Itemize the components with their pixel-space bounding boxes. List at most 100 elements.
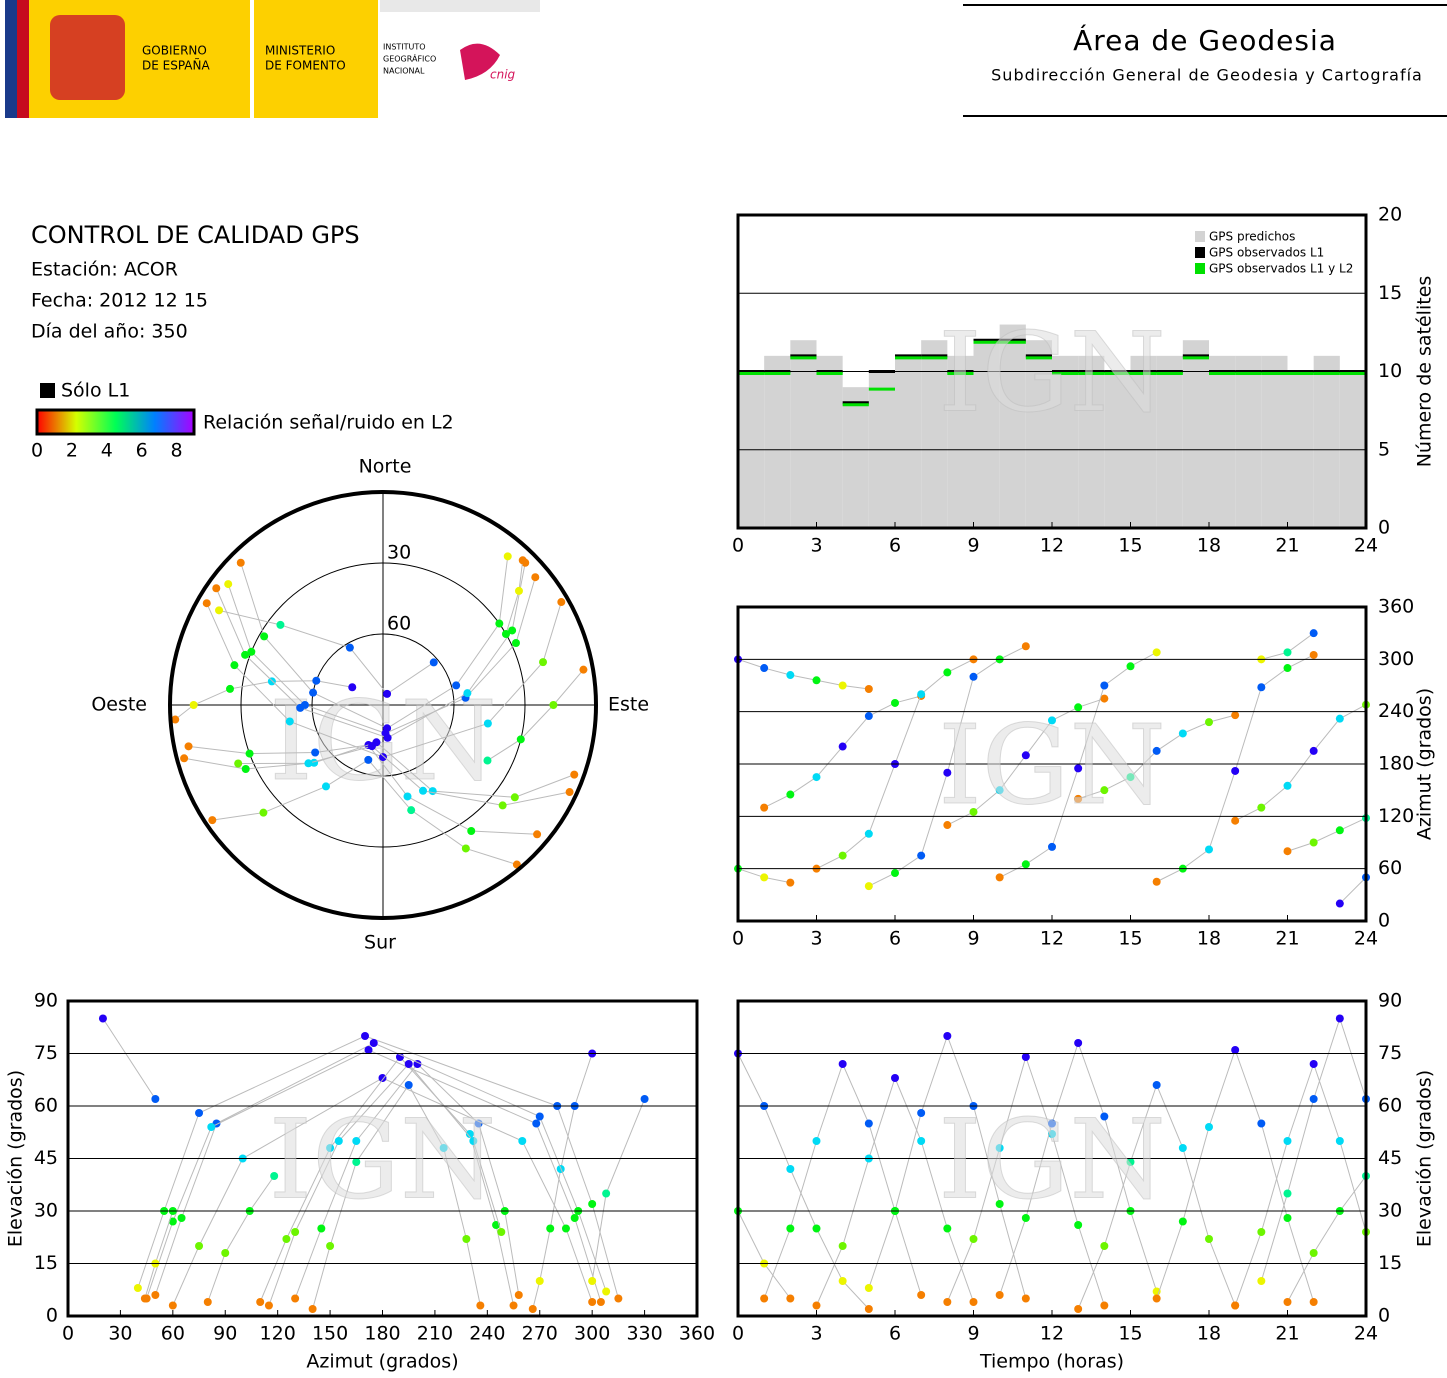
y-tick-label: 15 [1378,1252,1402,1274]
sky-point [557,598,566,607]
track-point [812,1137,821,1145]
sky-point [226,684,235,693]
bar [816,355,843,528]
sky-point [467,827,476,836]
track-point [561,1224,570,1233]
track-point [602,1189,611,1198]
x-tick-label: 60 [161,1323,185,1345]
y-tick-label: 60 [34,1095,58,1117]
track-point [203,1298,212,1306]
track-point [1231,1301,1240,1310]
sky-point [241,650,250,659]
sky-point [171,715,180,724]
track-point [1335,899,1344,908]
track-point [943,1224,952,1233]
y-tick-label: 0 [1378,910,1390,932]
x-tick-label: 270 [522,1323,558,1345]
track-point [917,690,926,699]
logo-text: NACIONAL [383,67,425,76]
track-point [760,664,769,673]
track-point [1100,1112,1109,1121]
y-axis-label: Azimut (grados) [1414,688,1436,840]
header-title: Área de Geodesia [1073,23,1337,57]
track-point [168,1301,177,1310]
track-point [812,773,821,782]
track-point [1074,764,1083,773]
sky-point [514,586,523,595]
track-point [1074,1305,1083,1313]
track [1287,817,1367,852]
x-tick-label: 0 [732,535,744,557]
x-tick-label: 120 [260,1323,296,1345]
x-tick-label: 6 [889,535,901,557]
bar [790,340,817,528]
y-tick-label: 5 [1378,438,1390,460]
watermark: IGN [938,701,1166,829]
sky-point [212,584,221,593]
track-point [1309,838,1318,847]
track-point [352,1158,361,1166]
sky-label: Sur [364,932,396,954]
x-tick-label: 0 [732,928,744,950]
x-tick-label: 15 [1118,1323,1142,1345]
track-point [404,1081,413,1089]
bar [1209,355,1236,528]
bar [1313,355,1340,528]
track-point [1048,716,1056,725]
bar [947,355,974,528]
track-point [969,807,978,816]
sky-point [276,620,285,629]
track-point [465,1130,474,1138]
track-point [943,1032,952,1040]
sky-point [419,786,428,795]
track-point [469,1137,478,1145]
track-point [1309,1298,1318,1306]
legend-label: GPS observados L1 y L2 [1209,262,1353,276]
track-point [596,1298,605,1306]
bar [1130,355,1157,528]
track-point [462,1235,471,1243]
x-tick-label: 18 [1197,1323,1221,1345]
legend-swatch [1195,231,1205,242]
track-point [588,1298,597,1306]
track-point [1021,1294,1030,1303]
sky-point [565,788,574,797]
flag-strip [5,0,17,118]
sky-point [345,643,354,652]
track-point [1231,711,1240,720]
sky-point [570,770,579,779]
x-tick-label: 12 [1040,928,1064,950]
track [268,1063,502,1306]
track-point [1178,729,1187,738]
sky-track [238,745,570,806]
track-point [640,1095,649,1103]
sky-point [202,599,211,608]
y-tick-label: 60 [1378,1095,1402,1117]
sky-label: Este [608,694,649,716]
track-point [1205,1235,1213,1243]
track-point [1126,662,1135,671]
track-point [133,1284,142,1292]
track-point [838,1277,847,1285]
sky-point [234,759,243,768]
logo-bar [380,0,540,12]
track-point [168,1217,177,1226]
track-point [535,1277,544,1285]
sky-point [461,844,470,853]
track-point [1100,1242,1109,1250]
y-tick-label: 90 [34,990,58,1012]
track-point [1335,714,1344,723]
track-point [1021,642,1030,651]
track-point [864,1284,873,1292]
track-point [943,821,952,830]
track-point [1283,1137,1292,1145]
watermark: IGN [938,308,1166,436]
x-tick-label: 210 [417,1323,453,1345]
track-point [361,1032,370,1040]
track-point [760,873,769,882]
sky-point [267,677,276,686]
track-point [864,1305,873,1313]
x-tick-label: 330 [626,1323,662,1345]
track-point [1152,746,1161,755]
